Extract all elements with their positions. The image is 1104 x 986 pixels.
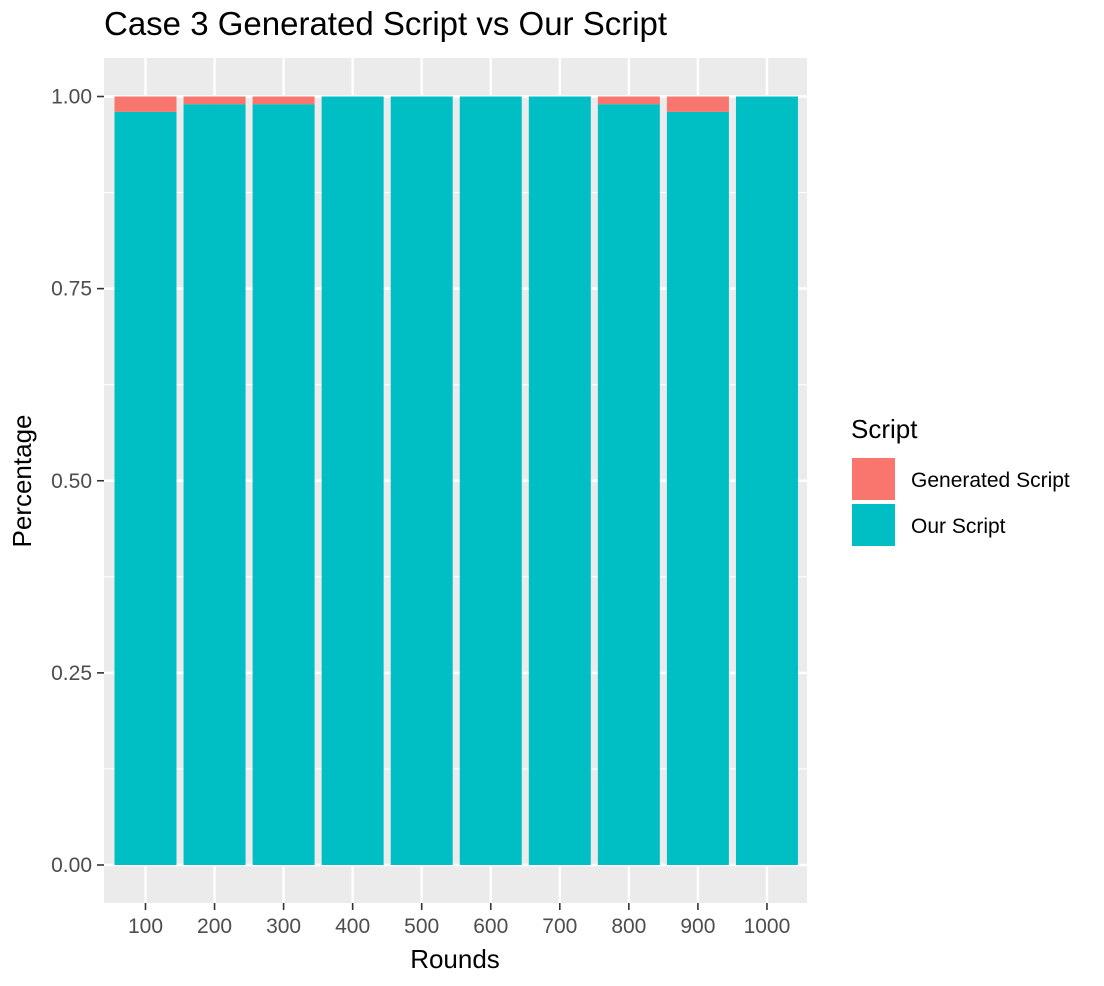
legend-key xyxy=(852,458,895,500)
bar-segment xyxy=(114,111,177,866)
legend-key xyxy=(852,504,895,546)
bar-segment xyxy=(459,96,522,865)
bars xyxy=(114,96,798,866)
bar-segment xyxy=(528,96,591,865)
y-tick-label: 0.00 xyxy=(51,854,92,877)
x-tick-label: 900 xyxy=(680,915,715,938)
x-tick-label: 100 xyxy=(128,915,163,938)
legend-items: Generated Script Our Script xyxy=(852,458,1070,546)
x-axis-title: Rounds xyxy=(410,944,500,974)
x-tick-label: 600 xyxy=(473,915,508,938)
x-tick-label: 800 xyxy=(611,915,646,938)
bar-segment xyxy=(183,104,246,865)
bar-segment xyxy=(666,96,729,112)
y-tick-label: 0.50 xyxy=(51,470,92,493)
y-tick-label: 0.75 xyxy=(51,278,92,301)
bar-segment xyxy=(183,96,246,105)
bar-segment xyxy=(114,96,177,112)
bar-segment xyxy=(597,96,660,105)
legend: Script Generated Script Our Script xyxy=(851,414,1070,546)
y-axis: 0.00 0.25 0.50 0.75 1.00 xyxy=(51,86,104,877)
bar-segment xyxy=(390,96,453,865)
x-tick-label: 700 xyxy=(542,915,577,938)
bar-segment xyxy=(252,104,315,865)
bar-segment xyxy=(321,96,384,865)
bar-segment xyxy=(597,104,660,865)
legend-label: Our Script xyxy=(911,515,1006,538)
bar-segment xyxy=(666,111,729,866)
chart-title: Case 3 Generated Script vs Our Script xyxy=(104,5,667,42)
x-tick-label: 300 xyxy=(266,915,301,938)
bar-segment xyxy=(252,96,315,105)
x-tick-label: 400 xyxy=(335,915,370,938)
x-tick-label: 1000 xyxy=(744,915,791,938)
y-tick-label: 1.00 xyxy=(51,86,92,109)
x-axis: 100 200 300 400 500 600 700 800 900 1000 xyxy=(128,903,790,938)
bar-segment xyxy=(735,96,798,865)
y-axis-title: Percentage xyxy=(7,415,37,548)
y-tick-label: 0.25 xyxy=(51,662,92,685)
legend-label: Generated Script xyxy=(911,469,1070,492)
x-tick-label: 200 xyxy=(197,915,232,938)
x-tick-label: 500 xyxy=(404,915,439,938)
legend-title: Script xyxy=(851,414,918,444)
